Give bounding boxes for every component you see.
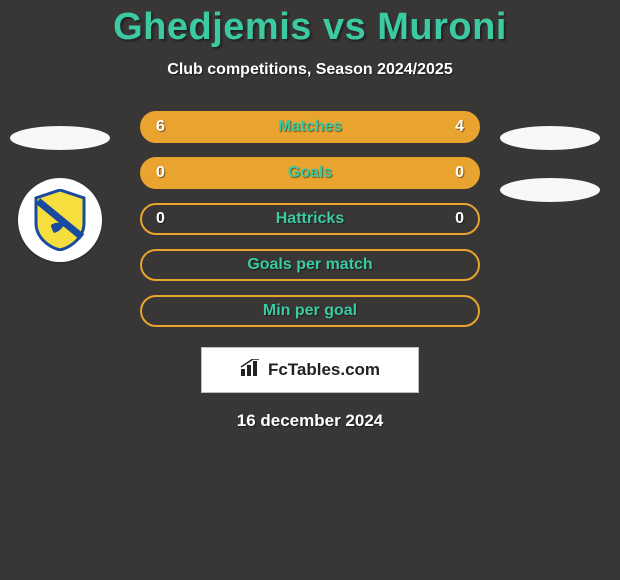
stat-label: Matches (278, 118, 342, 136)
page-title: Ghedjemis vs Muroni (0, 0, 620, 49)
stat-row-goals: 0 Goals 0 (140, 157, 480, 189)
stat-label: Goals (288, 164, 332, 182)
stat-left-value: 6 (156, 118, 165, 136)
date-label: 16 december 2024 (0, 411, 620, 431)
stat-label: Min per goal (263, 302, 357, 320)
stat-label: Hattricks (276, 210, 344, 228)
stat-row-hattricks: 0 Hattricks 0 (140, 203, 480, 235)
stat-right-value: 4 (455, 118, 464, 136)
stat-row-matches: 6 Matches 4 (140, 111, 480, 143)
stat-right-value: 0 (455, 164, 464, 182)
stat-row-goals-per-match: Goals per match (140, 249, 480, 281)
chart-icon (240, 359, 262, 382)
brand-box[interactable]: FcTables.com (201, 347, 419, 393)
stat-label: Goals per match (247, 256, 372, 274)
brand-label: FcTables.com (268, 360, 380, 380)
player-left-silhouette (10, 126, 110, 150)
stat-row-min-per-goal: Min per goal (140, 295, 480, 327)
stat-left-value: 0 (156, 164, 165, 182)
player-right-silhouette-1 (500, 126, 600, 150)
stat-left-value: 0 (156, 210, 165, 228)
subtitle: Club competitions, Season 2024/2025 (0, 61, 620, 79)
shield-icon (32, 189, 88, 251)
stat-right-value: 0 (455, 210, 464, 228)
club-badge (18, 178, 102, 262)
player-right-silhouette-2 (500, 178, 600, 202)
